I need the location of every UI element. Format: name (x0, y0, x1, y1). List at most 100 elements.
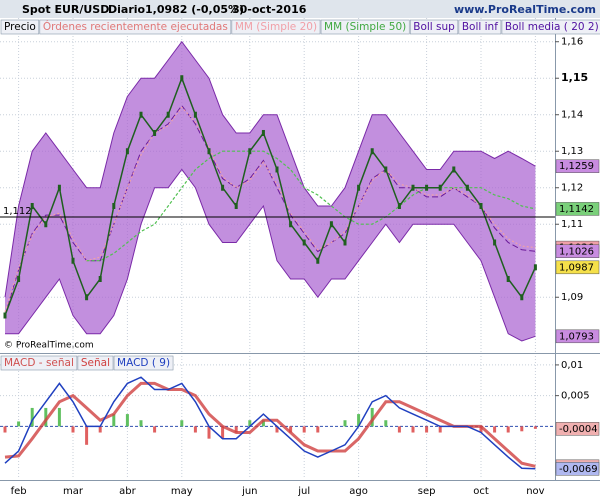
legend-box (320, 19, 410, 35)
instrument: Spot EUR/USD (22, 3, 109, 16)
price-point (30, 202, 34, 209)
y-tick-label: 1,09 (561, 292, 583, 303)
histogram-bar (3, 426, 7, 433)
price-point (193, 111, 197, 118)
histogram-bar (275, 426, 279, 433)
price-point (139, 111, 143, 118)
price-tag (555, 462, 600, 476)
price-tag-label: -0,0004 (559, 424, 598, 435)
price-point (125, 148, 129, 155)
histogram-bar (493, 426, 497, 433)
histogram-bar (125, 414, 129, 427)
price-tag (555, 159, 600, 173)
histogram-bar (193, 426, 197, 433)
legend-label: Órdenes recientemente ejecutadas (43, 20, 228, 33)
header-bar (0, 0, 600, 18)
bollinger-band (5, 41, 536, 342)
x-tick-label: nov (526, 486, 544, 497)
histogram-bar (316, 426, 320, 433)
price-point (493, 239, 497, 246)
ma50-line (86, 150, 536, 262)
price-point (71, 257, 75, 264)
histogram-bar (479, 426, 483, 433)
price-point (85, 294, 89, 301)
price-point (329, 221, 333, 228)
legend-item: Boll sup (409, 19, 459, 35)
price-point (397, 202, 401, 209)
price-tag (555, 329, 600, 344)
y-tick-label: 1,15 (561, 71, 588, 84)
histogram-bar (506, 426, 510, 433)
legend-box (77, 355, 114, 371)
period: Diario (108, 3, 146, 16)
legend-item: Precio (0, 19, 40, 35)
x-tick-label: ago (349, 486, 368, 497)
price-point (357, 184, 361, 191)
price-point (98, 275, 102, 282)
legend-box (39, 19, 232, 35)
price-tag-label: 1,1026 (559, 246, 594, 257)
legend-box (409, 19, 459, 35)
legend-item: MM (Simple 50) (320, 19, 410, 35)
price-point (370, 148, 374, 155)
legend-label: Señal (81, 357, 110, 369)
histogram-bar (520, 426, 524, 432)
legend-label: MACD ( 9) (117, 357, 170, 369)
histogram-bar (302, 426, 306, 433)
x-tick-label: feb (11, 486, 27, 497)
x-tick-label: may (171, 486, 193, 497)
histogram-bar (397, 426, 401, 433)
price-point (302, 239, 306, 246)
price-point (44, 221, 48, 228)
boll-inf-line (5, 168, 536, 342)
price-tag (555, 422, 600, 436)
ma20-line (4, 106, 536, 312)
legend-item: MACD - señal (0, 355, 78, 371)
legend-label: Boll inf (462, 21, 498, 33)
legend-item: MACD ( 9) (113, 355, 174, 371)
legend-item: Boll inf (458, 19, 502, 35)
histogram-bar (44, 407, 48, 427)
price-point (438, 184, 442, 191)
price-point (261, 129, 265, 136)
y-tick-label: 1,16 (561, 37, 583, 48)
legend-item: Órdenes recientemente ejecutadas (39, 19, 232, 35)
price-point (112, 202, 116, 209)
legend-item: Señal (77, 355, 114, 371)
price-tag-label: 1,1259 (559, 161, 594, 172)
histogram-bar (343, 420, 347, 427)
watermark: © ProRealTime.com (4, 341, 94, 351)
y-tick-label: 1,13 (561, 146, 583, 157)
boll-sup-line (4, 40, 536, 298)
y-tick-label: 0,01 (561, 360, 583, 371)
price-point (248, 148, 252, 155)
histogram-bar (112, 414, 116, 427)
price-point (17, 275, 21, 282)
histogram-bar (425, 426, 429, 433)
histogram-bar (289, 426, 293, 433)
price-point (533, 264, 537, 271)
histogram-bar (71, 426, 75, 433)
price-tag (555, 244, 600, 259)
price-point (207, 148, 211, 155)
legend-label: Boll media ( 20 2) (505, 21, 599, 33)
price-point (465, 184, 469, 191)
legend-box (458, 19, 502, 35)
legend-box (113, 355, 174, 371)
histogram-bar (411, 426, 415, 433)
histogram-bar (207, 426, 211, 439)
x-tick-label: oct (473, 486, 489, 497)
legend-item: Boll media ( 20 2) (501, 19, 600, 35)
price-point (153, 129, 157, 136)
histogram-bar (438, 426, 442, 433)
histogram-bar (234, 426, 238, 433)
last-price: 1,0982 (-0,05%) (145, 3, 244, 16)
histogram-bar (261, 420, 265, 427)
histogram-bar (139, 420, 143, 427)
price-tag-label: 1,0793 (559, 331, 594, 342)
macd-line (4, 376, 536, 470)
date: 30-oct-2016 (232, 3, 307, 16)
price-point (425, 184, 429, 191)
y-tick-label: 0,005 (561, 391, 590, 402)
